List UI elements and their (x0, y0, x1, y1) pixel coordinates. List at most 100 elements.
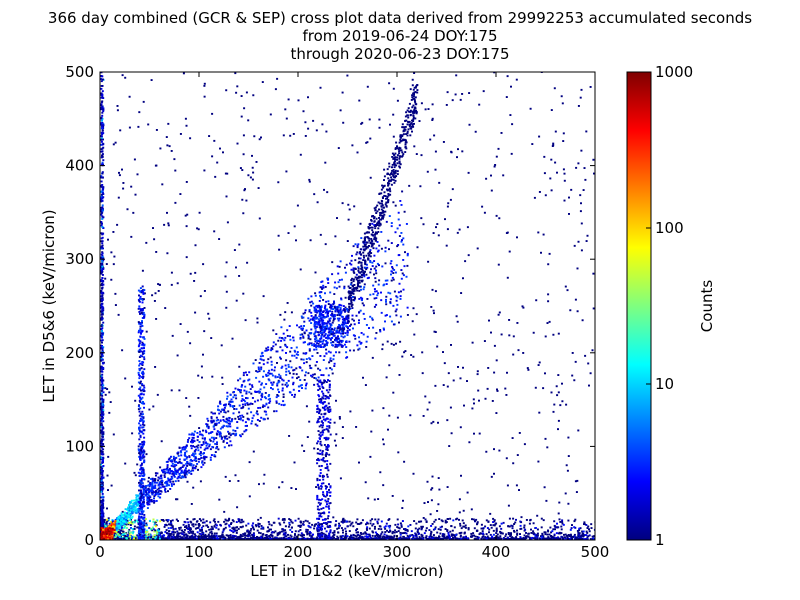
heatmap-cell (459, 377, 462, 380)
heatmap-cell (515, 484, 518, 487)
heatmap-cell (468, 92, 471, 94)
heatmap-cell (187, 525, 190, 528)
heatmap-cell (193, 535, 196, 538)
heatmap-cell (100, 268, 103, 271)
heatmap-cell (399, 533, 402, 536)
heatmap-cell (364, 384, 367, 386)
heatmap-cell (174, 536, 177, 539)
heatmap-cell (172, 533, 175, 536)
heatmap-cell (586, 538, 589, 540)
heatmap-cell (460, 292, 463, 294)
heatmap-cell (360, 288, 362, 291)
heatmap-cell (324, 537, 327, 540)
heatmap-cell (350, 323, 353, 326)
heatmap-cell (201, 521, 204, 524)
heatmap-cell (247, 532, 250, 534)
heatmap-cell (107, 517, 110, 520)
heatmap-cell (152, 520, 155, 523)
heatmap-cell (187, 527, 190, 530)
heatmap-cell (465, 538, 468, 540)
heatmap-cell (434, 290, 437, 293)
heatmap-cell (121, 533, 124, 536)
heatmap-cell (393, 535, 396, 538)
heatmap-cell (495, 535, 498, 538)
heatmap-cell (383, 168, 386, 171)
heatmap-cell (452, 538, 455, 540)
heatmap-cell (495, 412, 498, 414)
heatmap-cell (468, 441, 471, 444)
heatmap-cell (406, 314, 409, 316)
heatmap-cell (101, 353, 104, 356)
heatmap-cell (433, 330, 436, 333)
heatmap-cell (448, 445, 451, 447)
heatmap-cell (276, 532, 279, 535)
heatmap-cell (442, 141, 445, 143)
heatmap-cell (397, 451, 400, 454)
heatmap-cell (261, 355, 264, 357)
heatmap-cell (235, 266, 237, 269)
heatmap-cell (101, 382, 104, 385)
heatmap-cell (282, 536, 285, 539)
heatmap-cell (562, 140, 565, 142)
heatmap-cell (133, 528, 136, 530)
heatmap-cell (171, 525, 174, 528)
heatmap-cell (577, 534, 580, 536)
heatmap-cell (289, 529, 292, 531)
heatmap-cell (511, 123, 514, 126)
heatmap-cell (111, 519, 114, 521)
heatmap-cell (287, 525, 290, 528)
heatmap-cell (363, 538, 366, 540)
heatmap-cell (214, 520, 216, 523)
heatmap-cell (170, 483, 173, 485)
heatmap-cell (264, 410, 267, 413)
heatmap-cell (351, 144, 354, 147)
heatmap-cell (278, 532, 281, 535)
heatmap-cell (220, 524, 222, 527)
heatmap-cell (538, 361, 541, 364)
heatmap-cell (241, 394, 244, 397)
heatmap-cell (169, 467, 171, 470)
heatmap-cell (336, 265, 339, 268)
heatmap-cell (459, 535, 462, 538)
heatmap-cell (537, 231, 540, 234)
heatmap-cell (574, 298, 577, 301)
heatmap-cell (101, 172, 104, 175)
heatmap-cell (100, 237, 103, 240)
heatmap-cell (490, 526, 493, 529)
heatmap-cell (380, 520, 383, 523)
heatmap-cell (230, 401, 233, 403)
heatmap-cell (280, 530, 283, 533)
heatmap-cell (374, 290, 377, 293)
heatmap-cell (539, 537, 542, 540)
heatmap-cell (300, 524, 303, 527)
heatmap-cell (564, 537, 567, 540)
heatmap-cell (184, 469, 186, 472)
heatmap-cell (100, 487, 102, 490)
heatmap-cell (165, 524, 168, 527)
heatmap-cell (316, 201, 319, 204)
heatmap-cell (524, 528, 527, 531)
heatmap-cell (406, 530, 409, 532)
heatmap-cell (259, 516, 262, 519)
heatmap-cell (301, 329, 304, 331)
heatmap-cell (231, 400, 234, 403)
heatmap-cell (275, 401, 278, 404)
heatmap-cell (185, 526, 188, 529)
heatmap-cell (366, 533, 369, 536)
heatmap-cell (455, 315, 458, 318)
heatmap-cell (371, 524, 374, 527)
heatmap-cell (432, 420, 435, 423)
heatmap-cell (401, 272, 404, 275)
heatmap-cell (269, 400, 272, 403)
heatmap-cell (224, 523, 227, 526)
heatmap-cell (393, 534, 396, 537)
heatmap-cell (102, 410, 105, 413)
heatmap-cell (375, 290, 378, 293)
heatmap-cell (277, 234, 280, 237)
heatmap-cell (228, 525, 231, 528)
heatmap-cell (309, 239, 312, 242)
heatmap-cell (102, 159, 105, 162)
heatmap-cell (224, 518, 227, 521)
heatmap-cell (371, 518, 374, 521)
heatmap-cell (436, 531, 439, 534)
